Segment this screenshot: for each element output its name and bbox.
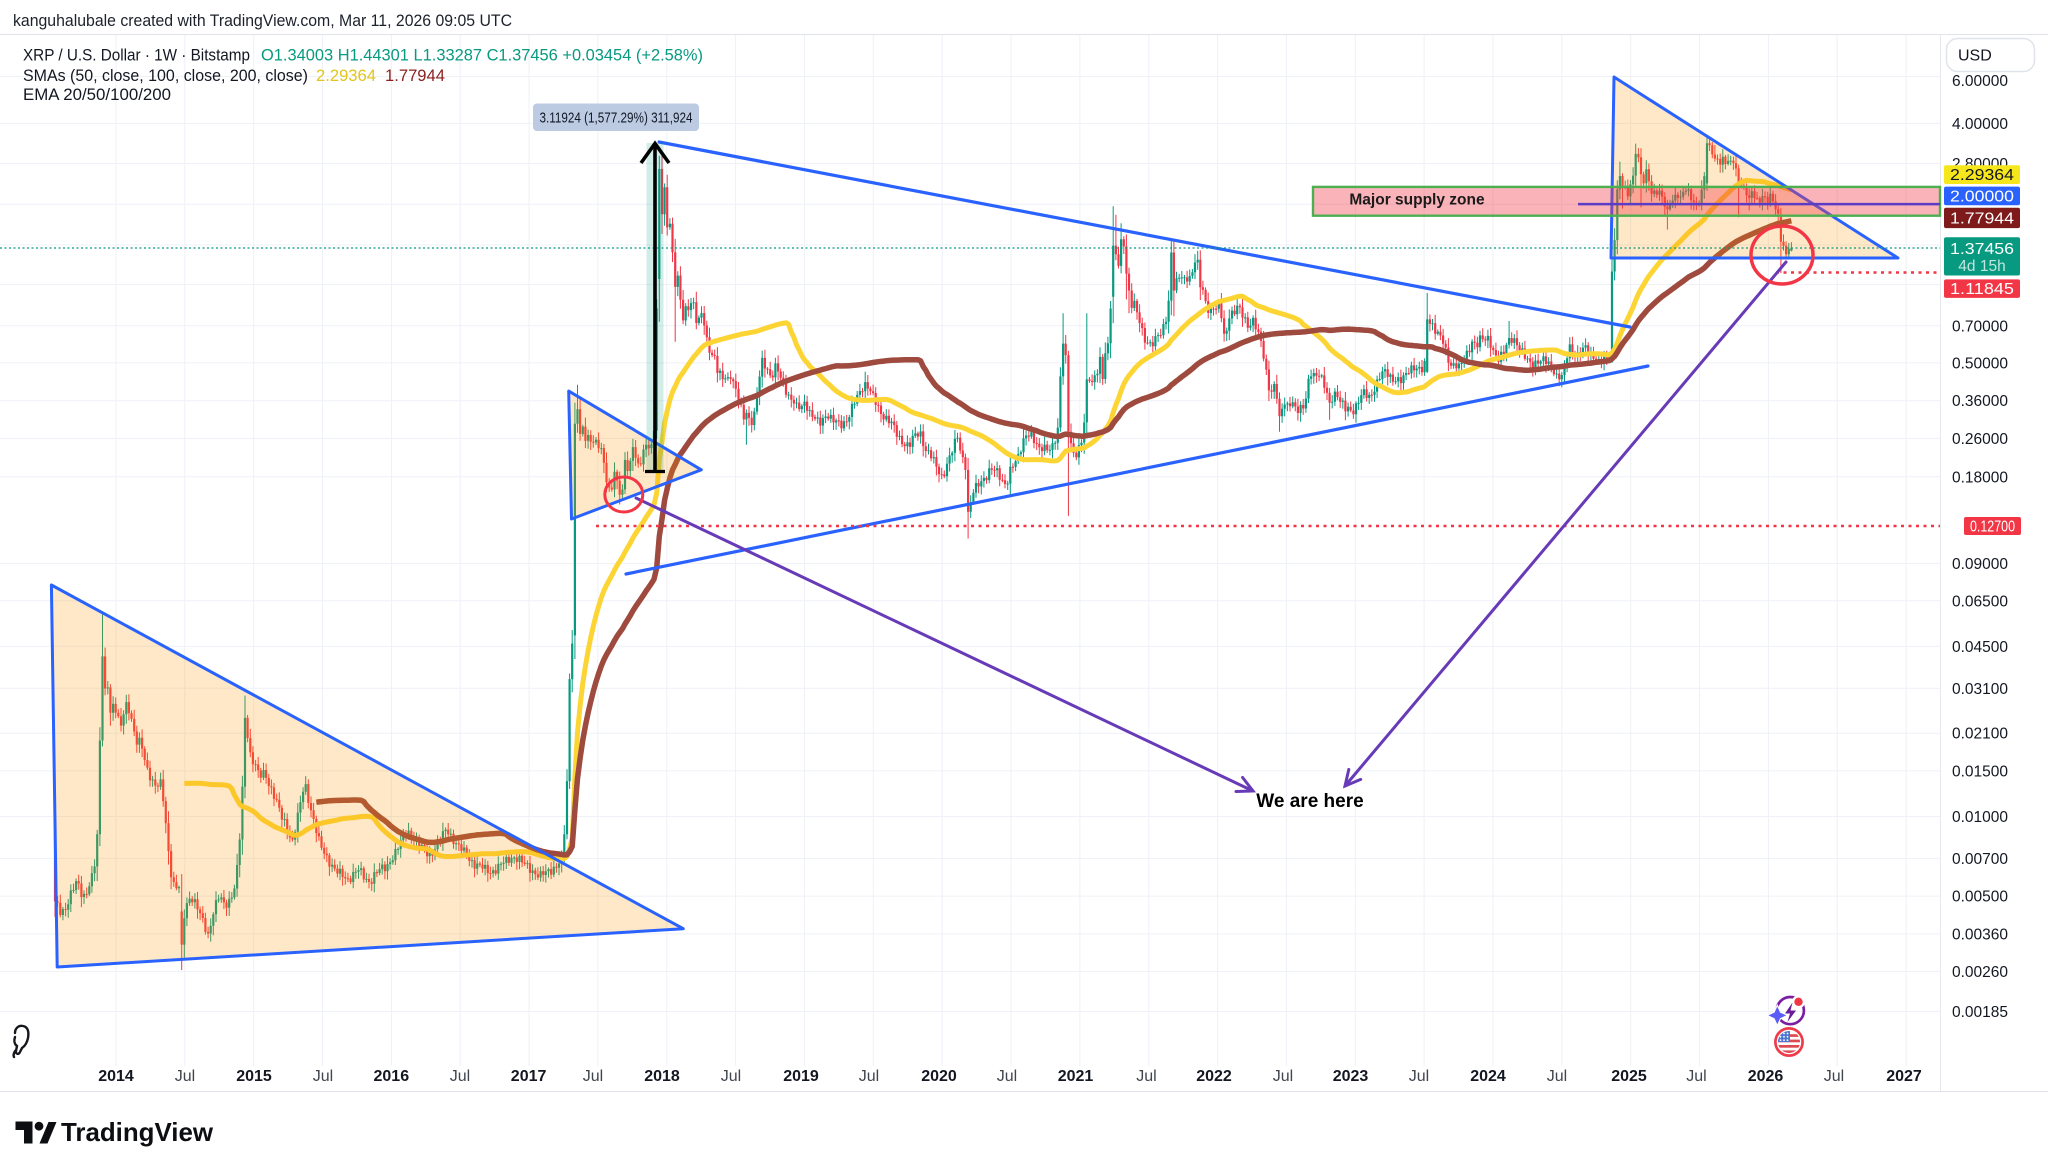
svg-text:6.00000: 6.00000 <box>1952 73 2008 90</box>
svg-text:Jul: Jul <box>1273 1068 1293 1085</box>
svg-text:Jul: Jul <box>1686 1068 1706 1085</box>
svg-text:2.29364: 2.29364 <box>316 66 376 85</box>
svg-text:0.50000: 0.50000 <box>1952 355 2008 372</box>
svg-text:XRP / U.S. Dollar · 1W · Bitst: XRP / U.S. Dollar · 1W · Bitstamp <box>23 46 250 65</box>
svg-text:2022: 2022 <box>1196 1068 1232 1085</box>
svg-text:0.09000: 0.09000 <box>1952 556 2008 573</box>
svg-text:0.03100: 0.03100 <box>1952 681 2008 698</box>
svg-text:0.01500: 0.01500 <box>1952 763 2008 780</box>
svg-text:Jul: Jul <box>1409 1068 1429 1085</box>
svg-text:0.02100: 0.02100 <box>1952 726 2008 743</box>
svg-text:0.06500: 0.06500 <box>1952 593 2008 610</box>
svg-text:Jul: Jul <box>583 1068 603 1085</box>
svg-text:2014: 2014 <box>98 1068 134 1085</box>
svg-text:2025: 2025 <box>1611 1068 1647 1085</box>
svg-text:2021: 2021 <box>1058 1068 1094 1085</box>
svg-text:O1.34003 H1.44301 L1.33287: O1.34003 H1.44301 L1.33287 C1.37456 +0.0… <box>261 46 703 65</box>
svg-text:2026: 2026 <box>1748 1068 1784 1085</box>
svg-text:Jul: Jul <box>1824 1068 1844 1085</box>
svg-text:2023: 2023 <box>1333 1068 1369 1085</box>
svg-text:0.00500: 0.00500 <box>1952 889 2008 906</box>
svg-text:0.12700: 0.12700 <box>1970 519 2015 536</box>
svg-text:0.01000: 0.01000 <box>1952 809 2008 826</box>
svg-text:1.11845: 1.11845 <box>1950 281 2014 298</box>
svg-text:Jul: Jul <box>175 1068 195 1085</box>
svg-text:0.00360: 0.00360 <box>1952 926 2008 943</box>
svg-text:1.77944: 1.77944 <box>385 66 445 85</box>
svg-text:2019: 2019 <box>783 1068 819 1085</box>
svg-text:0.00260: 0.00260 <box>1952 964 2008 981</box>
svg-text:2018: 2018 <box>644 1068 680 1085</box>
svg-text:2017: 2017 <box>511 1068 547 1085</box>
svg-text:Major supply zone: Major supply zone <box>1349 192 1485 209</box>
svg-text:0.70000: 0.70000 <box>1952 318 2008 335</box>
svg-text:Jul: Jul <box>313 1068 333 1085</box>
svg-text:0.26000: 0.26000 <box>1952 431 2008 448</box>
svg-text:We are here: We are here <box>1256 791 1363 812</box>
svg-text:2.29364: 2.29364 <box>1950 167 2014 184</box>
svg-text:0.04500: 0.04500 <box>1952 639 2008 656</box>
svg-text:2016: 2016 <box>374 1068 410 1085</box>
svg-text:0.00700: 0.00700 <box>1952 851 2008 868</box>
svg-text:Jul: Jul <box>997 1068 1017 1085</box>
svg-text:SMAs (50, close, 100, close, 2: SMAs (50, close, 100, close, 200, close) <box>23 66 308 85</box>
svg-text:Jul: Jul <box>450 1068 470 1085</box>
svg-text:1.37456: 1.37456 <box>1950 241 2014 258</box>
svg-text:0.00185: 0.00185 <box>1952 1004 2008 1021</box>
svg-text:2020: 2020 <box>921 1068 957 1085</box>
svg-text:Jul: Jul <box>1547 1068 1567 1085</box>
svg-text:4d 15h: 4d 15h <box>1958 258 2005 275</box>
svg-text:0.36000: 0.36000 <box>1952 393 2008 410</box>
svg-text:1.77944: 1.77944 <box>1950 210 2014 227</box>
svg-text:2027: 2027 <box>1886 1068 1922 1085</box>
svg-text:Jul: Jul <box>1136 1068 1156 1085</box>
svg-text:TradingView: TradingView <box>61 1117 214 1147</box>
svg-text:Jul: Jul <box>859 1068 879 1085</box>
svg-text:4.00000: 4.00000 <box>1952 116 2008 133</box>
svg-text:USD: USD <box>1958 48 1992 65</box>
svg-text:2024: 2024 <box>1470 1068 1506 1085</box>
svg-text:kanguhalubale created with Tra: kanguhalubale created with TradingView.c… <box>13 11 512 30</box>
svg-text:2.00000: 2.00000 <box>1950 188 2014 205</box>
svg-text:Jul: Jul <box>721 1068 741 1085</box>
svg-text:3.11924 (1,577.29%) 311,924: 3.11924 (1,577.29%) 311,924 <box>540 110 693 127</box>
svg-text:EMA 20/50/100/200: EMA 20/50/100/200 <box>23 85 171 104</box>
svg-text:2015: 2015 <box>236 1068 272 1085</box>
svg-text:0.18000: 0.18000 <box>1952 469 2008 486</box>
